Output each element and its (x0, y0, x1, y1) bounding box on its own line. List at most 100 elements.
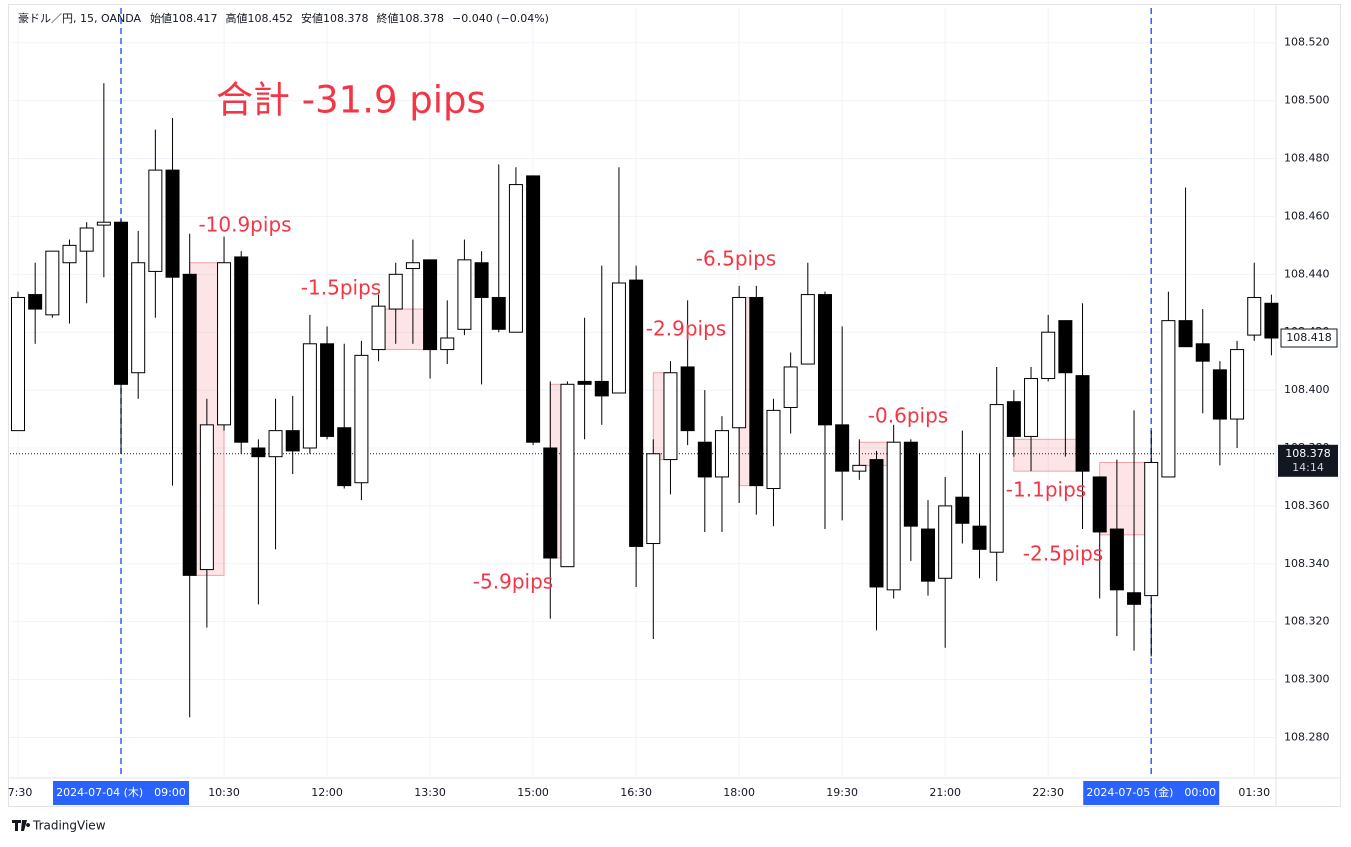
candle-body (697, 441, 712, 478)
candle-body (1178, 320, 1193, 348)
candle-body (903, 441, 918, 527)
header-symbol: 豪ドル／円, 15, OANDA (18, 11, 141, 25)
x-tick-label: 01:30 (1238, 786, 1270, 799)
candle-body (594, 380, 609, 397)
logo-icon (12, 820, 31, 831)
trade-label: -1.5pips (301, 276, 381, 300)
candle-body (800, 294, 815, 365)
trade-label: -6.5pips (696, 247, 776, 271)
candle-body (405, 262, 420, 270)
candle-body (1006, 401, 1021, 437)
candle-body (79, 227, 94, 252)
candle-body (371, 305, 386, 351)
candle-body (440, 337, 455, 351)
candle-body (972, 525, 987, 550)
candle-body (611, 282, 626, 394)
trade-label: -10.9pips (198, 213, 291, 237)
y-tick-label: 108.480 (1284, 152, 1330, 165)
candle-body (320, 343, 335, 437)
x-tick-label: 10:30 (208, 786, 240, 799)
candle-body (62, 244, 77, 264)
x-tick-label: 13:30 (414, 786, 446, 799)
trade-box (378, 308, 431, 351)
candle-body (1024, 378, 1039, 437)
candle-body (388, 273, 403, 310)
x-tick-label: 22:30 (1032, 786, 1064, 799)
candle-body (45, 250, 60, 316)
x-tick-label: 19:30 (826, 786, 858, 799)
x-tick-label: 7:30 (8, 786, 33, 799)
candle-body (938, 505, 953, 579)
trade-box (1013, 438, 1084, 472)
y-tick-label: 108.280 (1284, 730, 1330, 743)
date-badge (1083, 781, 1220, 805)
trade-label: -5.9pips (473, 570, 553, 594)
overlay: 7:30 2024-07-04 (木) 09:00 10:30 12:00 13:30 1… (8, 213, 1338, 805)
candle-body (577, 380, 592, 385)
candle-body (921, 528, 936, 582)
candle-body (268, 430, 283, 458)
candle-body (217, 262, 232, 426)
trade-label: -2.9pips (646, 317, 726, 341)
candle-body (1144, 461, 1159, 597)
candle-body (526, 175, 541, 443)
last-price-badge (1280, 328, 1338, 348)
candle-body (251, 447, 266, 458)
candle-body (852, 464, 867, 472)
candle-body (302, 343, 317, 449)
candle-body (199, 424, 214, 571)
x-tick-label: 2024-07-05 (金) 00:00 (1086, 785, 1216, 799)
y-tick-label: 108.500 (1284, 94, 1330, 107)
candle-body (285, 430, 300, 452)
candle-body (234, 256, 249, 443)
header-value: 安値108.378 (301, 11, 369, 25)
candle-body (1109, 528, 1124, 591)
candle-body (11, 296, 25, 432)
candle-body (1230, 349, 1245, 420)
header-value: 高値108.452 (226, 11, 294, 25)
candle-body (835, 424, 850, 472)
candle-body (1212, 369, 1227, 420)
candle-body (629, 279, 644, 547)
header-value: 始値108.417 (150, 11, 218, 25)
x-tick-label: 12:00 (311, 786, 343, 799)
y-tick-label: 108.300 (1284, 673, 1330, 686)
header-values: 始値108.417 高値108.452 安値108.378 終値108.378 −0.0… (150, 11, 549, 25)
candle-body (354, 354, 369, 484)
trade-label: -0.6pips (868, 404, 948, 428)
candle-body (182, 273, 197, 576)
plot (11, 83, 1279, 718)
candle-body (989, 404, 1004, 553)
candle-body (817, 294, 832, 426)
candle-body (663, 372, 678, 461)
candle-body (1058, 320, 1073, 374)
y-tick-label: 108.520 (1284, 36, 1330, 49)
candle-body (783, 366, 798, 408)
x-tick-label: 18:00 (723, 786, 755, 799)
candle-body (508, 184, 523, 333)
y-tick-label: 108.360 (1284, 499, 1330, 512)
y-tick-label: 108.400 (1284, 383, 1330, 396)
candle-body (1075, 375, 1090, 472)
candle-body (869, 459, 884, 588)
trade-label: -1.1pips (1006, 478, 1086, 502)
candle-body (474, 262, 489, 298)
candle-body (148, 169, 163, 272)
y-tick-label: 108.340 (1284, 557, 1330, 570)
y-tick-label: 108.440 (1284, 267, 1330, 280)
candle-body (543, 447, 558, 559)
candle-body (1092, 476, 1107, 533)
x-tick-label: 2024-07-04 (木) 09:00 (56, 786, 186, 799)
trade-box (1099, 461, 1152, 536)
x-tick-label: 16:30 (620, 786, 652, 799)
last-price-label: 108.418 (1286, 331, 1332, 344)
candle-body (886, 441, 901, 591)
candle-body (131, 262, 146, 374)
candle-body (714, 430, 729, 478)
candle-body (766, 409, 781, 490)
candle-body (337, 427, 352, 487)
candle-body (560, 383, 575, 568)
candle-body (28, 294, 43, 310)
